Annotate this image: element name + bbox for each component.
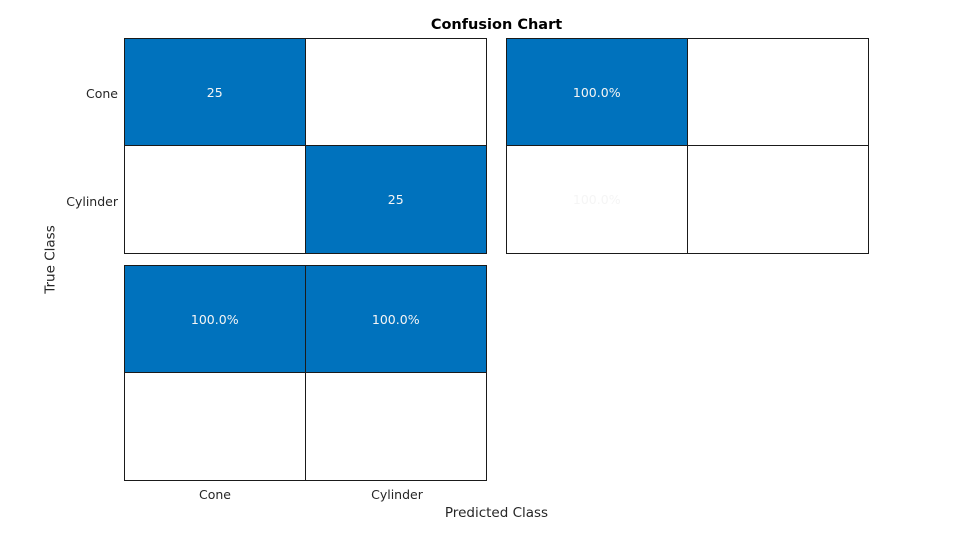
row-summary-cell-cone-correct: 100.0% bbox=[507, 39, 688, 146]
cell-value: 100.0% bbox=[572, 192, 621, 207]
column-summary-cell-cylinder-correct: 100.0% bbox=[305, 266, 486, 373]
row-summary-cell-cylinder-incorrect bbox=[687, 146, 868, 253]
cell-value: 25 bbox=[387, 192, 404, 207]
matrix-cell-true-cone-pred-cone: 25 bbox=[125, 39, 306, 146]
x-axis-title: Predicted Class bbox=[444, 505, 549, 521]
row-summary-cell-cone-incorrect bbox=[687, 39, 868, 146]
cell-value: 100.0% bbox=[190, 311, 239, 327]
column-summary-cell-cone-incorrect bbox=[125, 373, 306, 480]
cell-value: 100.0% bbox=[371, 311, 420, 327]
y-axis-title: True Class bbox=[42, 225, 59, 294]
column-summary-cell-cone-correct: 100.0% bbox=[125, 266, 306, 373]
matrix-cell-true-cone-pred-cylinder bbox=[305, 39, 486, 146]
x-tick-cone: Cone bbox=[199, 487, 231, 502]
cell-value: 100.0% bbox=[572, 84, 621, 100]
column-summary-panel: 100.0% 100.0% bbox=[124, 265, 487, 481]
y-tick-cone: Cone bbox=[86, 86, 118, 101]
cell-value: 25 bbox=[206, 84, 223, 100]
matrix-cell-true-cylinder-pred-cone bbox=[125, 146, 306, 253]
y-tick-cylinder: Cylinder bbox=[66, 194, 118, 209]
row-summary-cell-cylinder-correct: 100.0% bbox=[507, 146, 688, 253]
chart-title: Confusion Chart bbox=[430, 17, 563, 33]
column-summary-cell-cylinder-incorrect bbox=[305, 373, 486, 480]
row-summary-panel: 100.0% 100.0% bbox=[506, 38, 869, 254]
matrix-cell-true-cylinder-pred-cylinder: 25 bbox=[305, 146, 486, 253]
x-tick-cylinder: Cylinder bbox=[371, 487, 423, 502]
confusion-matrix-panel: 25 25 bbox=[124, 38, 487, 254]
